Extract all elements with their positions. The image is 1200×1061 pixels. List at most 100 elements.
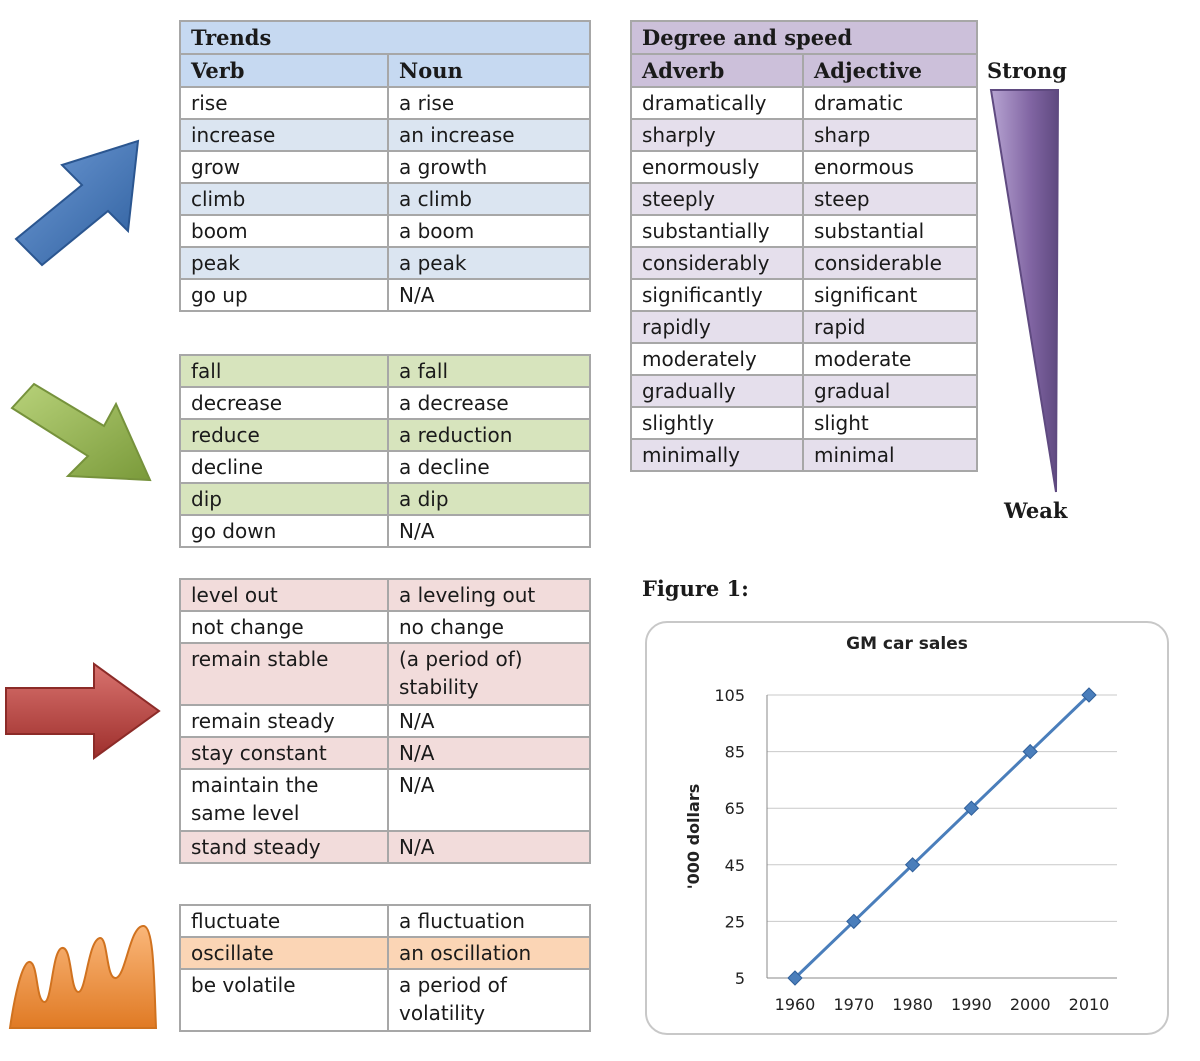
data-point (787, 970, 803, 986)
table-row: oscillate an oscillation (179, 936, 591, 970)
noun-cell: an increase (387, 118, 591, 152)
table-row: sharply sharp (630, 118, 979, 152)
down-arrow-icon (10, 382, 152, 482)
noun-cell: a dip (387, 482, 591, 516)
verb-cell: dip (179, 482, 389, 516)
trends-up-table: Trends Verb Noun rise a rise increase an i… (179, 20, 591, 312)
x-tick-label: 1980 (892, 995, 933, 1014)
x-tick-label: 2000 (1010, 995, 1051, 1014)
verb-cell: oscillate (179, 936, 389, 970)
adverb-cell: considerably (630, 246, 804, 280)
trends-flat-table: level out a leveling out not change no cha… (179, 578, 591, 864)
table-row: climb a climb (179, 182, 591, 216)
adjective-cell: slight (801, 406, 979, 440)
degree-header-row: Adverb Adjective (630, 53, 979, 88)
table-row: enormously enormous (630, 150, 979, 184)
verb-cell: stay constant (179, 736, 389, 770)
noun-cell: N/A (387, 736, 591, 770)
y-axis-label: '000 dollars (684, 784, 703, 890)
trends-header-row: Verb Noun (179, 53, 591, 88)
table-row: dramatically dramatic (630, 86, 979, 120)
table-row: stay constant N/A (179, 736, 591, 770)
verb-cell: grow (179, 150, 389, 184)
adjective-cell: dramatic (801, 86, 979, 120)
noun-cell: N/A (387, 704, 591, 738)
y-tick-label: 65 (725, 799, 745, 818)
table-row: significantly significant (630, 278, 979, 312)
table-row: moderately moderate (630, 342, 979, 376)
table-row: slightly slight (630, 406, 979, 440)
adverb-cell: substantially (630, 214, 804, 248)
adverb-cell: sharply (630, 118, 804, 152)
trends-title: Trends (179, 20, 591, 55)
verb-cell: fall (179, 354, 389, 388)
strong-label: Strong (987, 58, 1067, 83)
verb-cell: peak (179, 246, 389, 280)
up-arrow-icon (14, 139, 140, 267)
y-tick-label: 105 (714, 686, 745, 705)
adverb-cell: dramatically (630, 86, 804, 120)
verb-cell: go up (179, 278, 389, 312)
verb-cell: decline (179, 450, 389, 484)
table-row: go down N/A (179, 514, 591, 548)
line-chart: GM car sales 5 25 45 65 85 105 1960 1970 1980 1990… (684, 634, 1117, 1014)
adjective-cell: minimal (801, 438, 979, 472)
data-point (1022, 743, 1038, 760)
data-point (963, 800, 980, 816)
noun-cell: N/A (387, 278, 591, 312)
verb-cell: maintain the same level (179, 768, 389, 832)
adjective-cell: significant (801, 278, 979, 312)
x-tick-label: 1990 (951, 995, 992, 1014)
table-row: rapidly rapid (630, 310, 979, 344)
noun-cell: a fall (387, 354, 591, 388)
adverb-cell: significantly (630, 278, 804, 312)
trends-title-row: Trends (179, 20, 591, 55)
noun-cell: N/A (387, 514, 591, 548)
adjective-header: Adjective (801, 53, 979, 88)
chart-frame: GM car sales 5 25 45 65 85 105 1960 1970 1980 1990… (645, 621, 1169, 1035)
adjective-cell: substantial (801, 214, 979, 248)
verb-header: Verb (179, 53, 389, 88)
adjective-cell: moderate (801, 342, 979, 376)
x-tick-label: 2010 (1069, 995, 1110, 1014)
table-row: decline a decline (179, 450, 591, 484)
verb-cell: level out (179, 578, 389, 612)
verb-cell: fluctuate (179, 904, 389, 938)
noun-cell: a decrease (387, 386, 591, 420)
y-tick-label: 85 (725, 743, 745, 762)
table-row: gradually gradual (630, 374, 979, 408)
table-row: steeply steep (630, 182, 979, 216)
wave-icon (8, 925, 158, 1029)
adjective-cell: considerable (801, 246, 979, 280)
data-point (1081, 687, 1097, 703)
chart-title: GM car sales (846, 634, 968, 654)
table-row: reduce a reduction (179, 418, 591, 452)
table-row: considerably considerable (630, 246, 979, 280)
noun-cell: a reduction (387, 418, 591, 452)
table-row: dip a dip (179, 482, 591, 516)
degree-title-row: Degree and speed (629, 20, 979, 55)
table-row: rise a rise (179, 86, 591, 120)
verb-cell: climb (179, 182, 389, 216)
strength-wedge-icon (989, 89, 1060, 493)
x-tick-label: 1970 (833, 995, 874, 1014)
series-line (793, 693, 1091, 980)
table-row: grow a growth (179, 150, 591, 184)
noun-cell: a boom (387, 214, 591, 248)
noun-cell: (a period of) stability (387, 642, 591, 706)
figure-label: Figure 1: (642, 576, 749, 601)
verb-cell: rise (179, 86, 389, 120)
verb-cell: remain stable (179, 642, 389, 706)
noun-cell: a period of volatility (387, 968, 591, 1032)
adverb-cell: moderately (630, 342, 804, 376)
adverb-cell: rapidly (630, 310, 804, 344)
adverb-header: Adverb (630, 53, 804, 88)
verb-cell: increase (179, 118, 389, 152)
noun-cell: N/A (387, 830, 591, 864)
noun-cell: a fluctuation (387, 904, 591, 938)
table-row: peak a peak (179, 246, 591, 280)
verb-cell: remain steady (179, 704, 389, 738)
verb-cell: decrease (179, 386, 389, 420)
table-row: increase an increase (179, 118, 591, 152)
weak-label: Weak (1004, 498, 1068, 523)
